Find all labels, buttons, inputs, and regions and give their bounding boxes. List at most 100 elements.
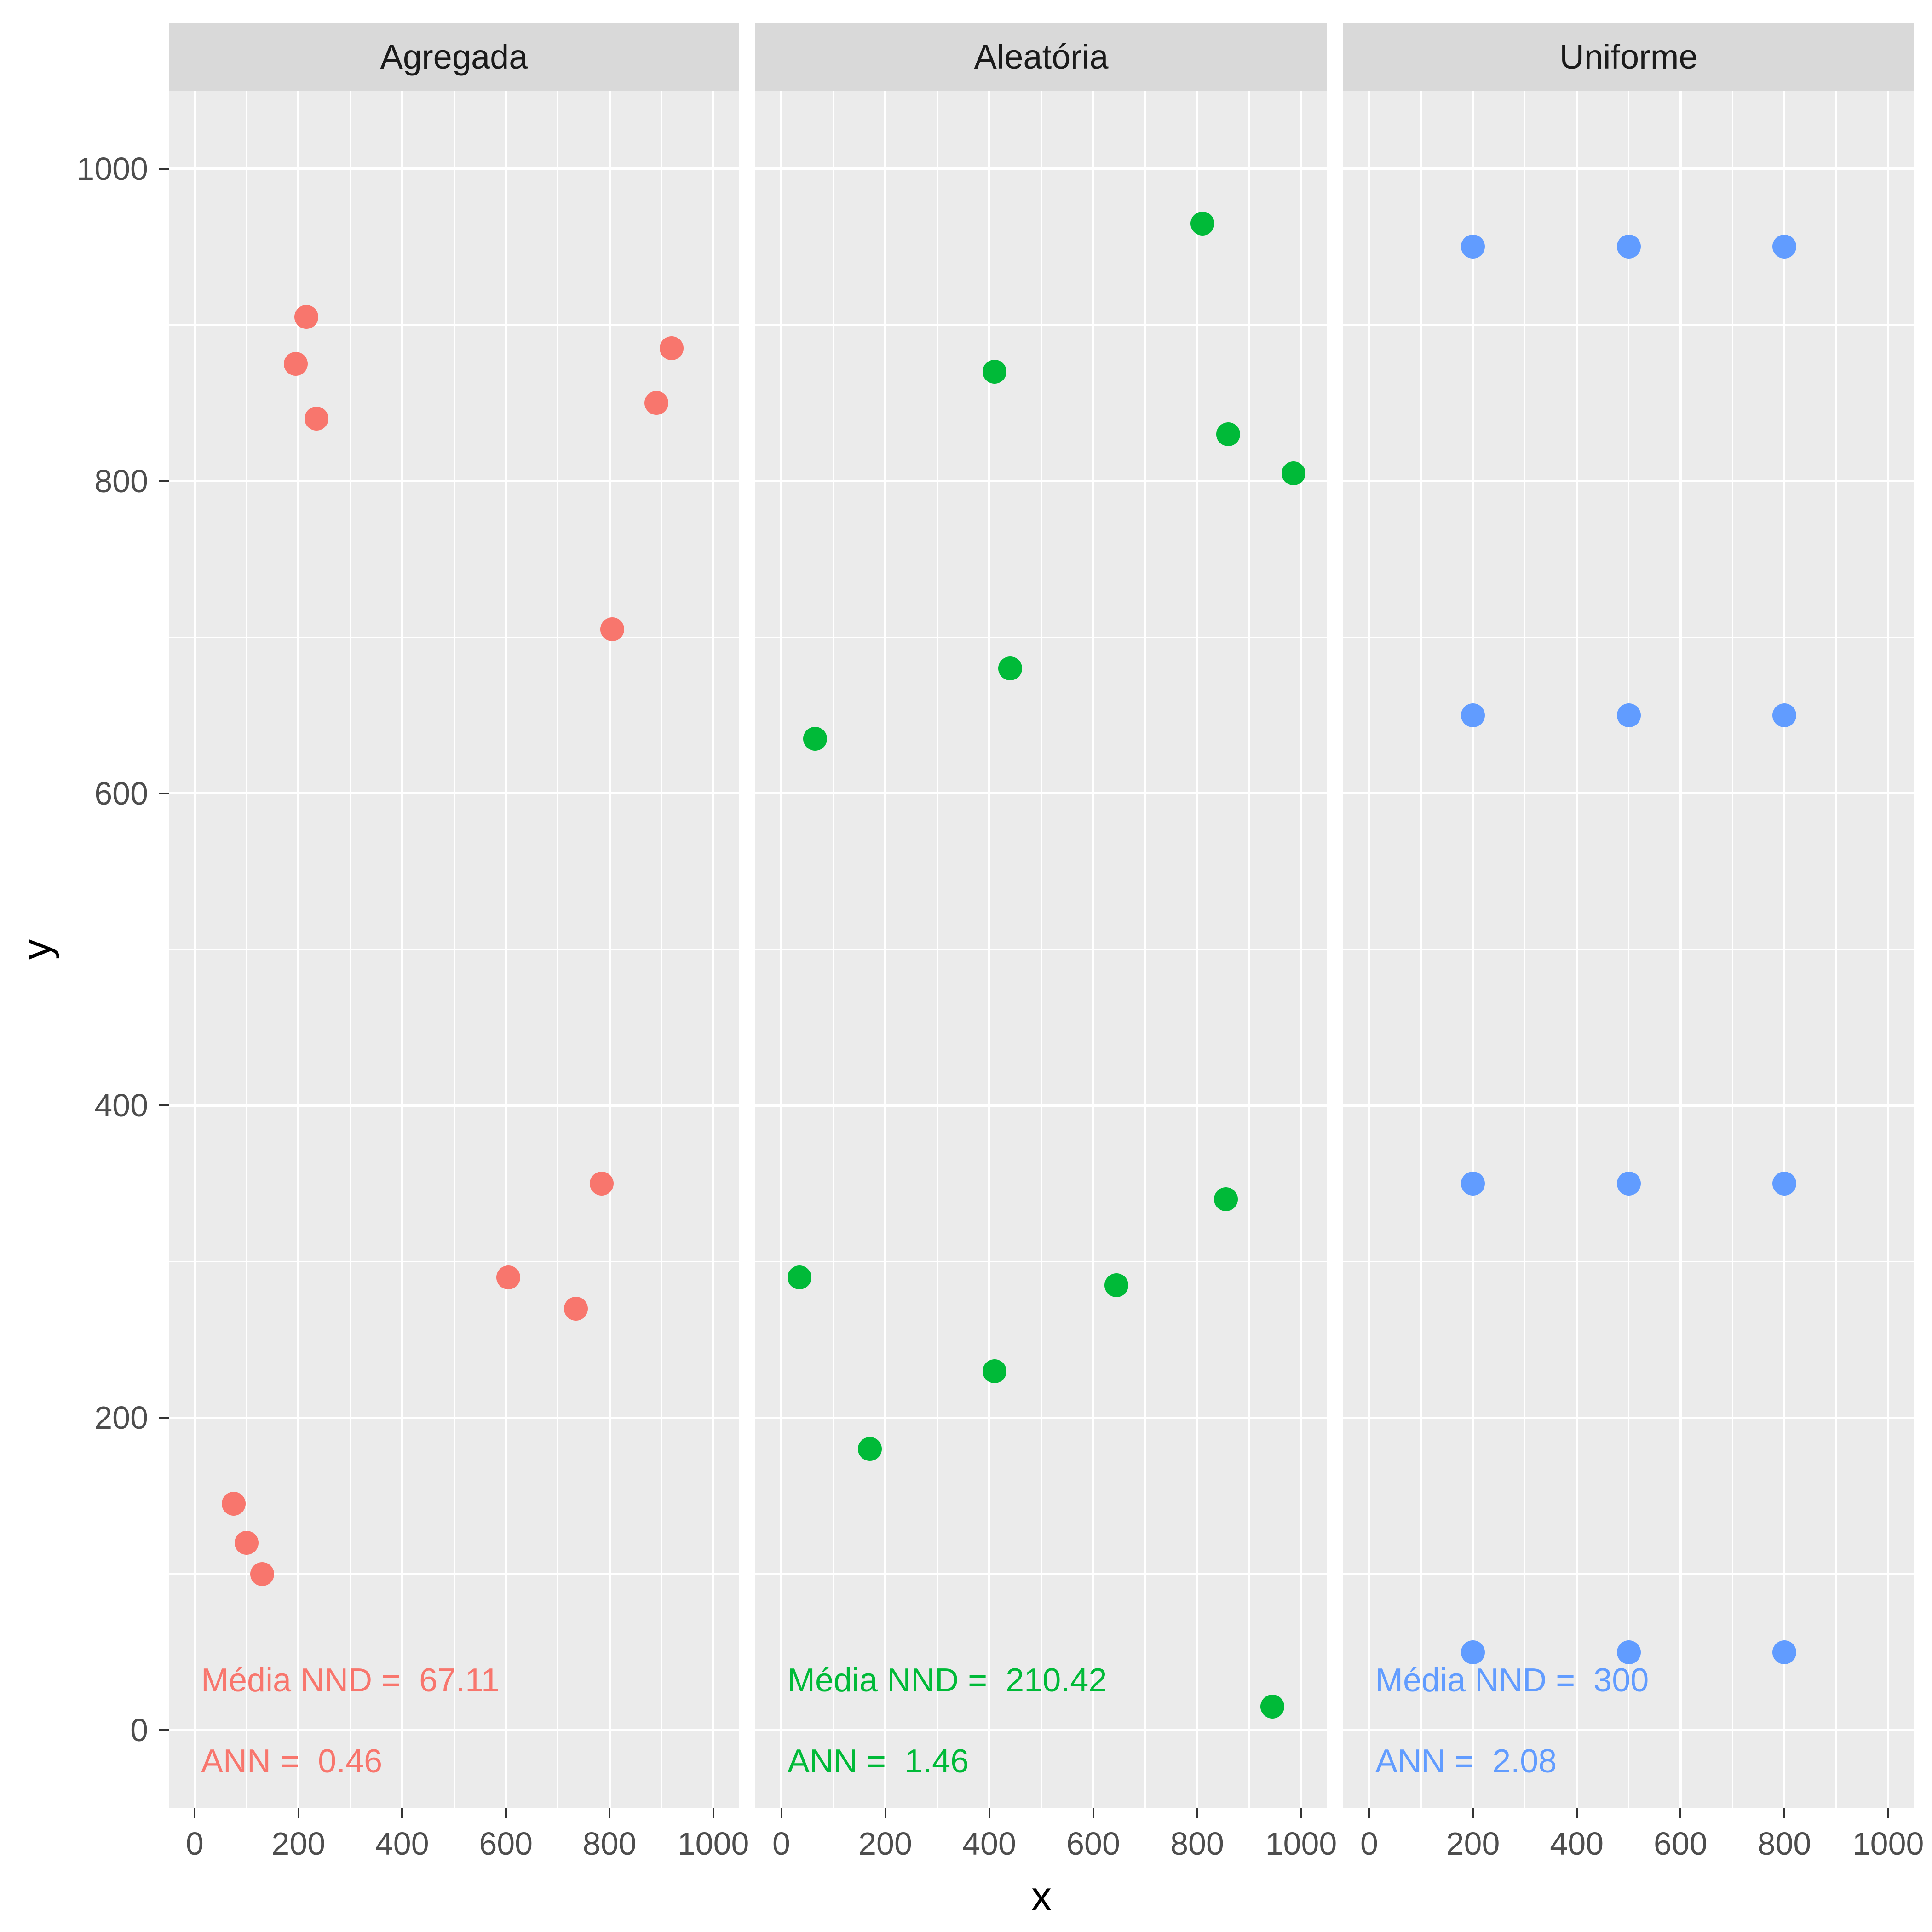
major-gridline-y bbox=[755, 1104, 1327, 1107]
annotation-media-nnd: Média NND = 210.42 bbox=[788, 1662, 1107, 1699]
minor-gridline-x bbox=[1144, 91, 1146, 1808]
data-point bbox=[284, 352, 308, 376]
major-gridline-x bbox=[401, 91, 403, 1808]
x-tick-mark bbox=[297, 1808, 299, 1818]
x-tick-label: 0 bbox=[185, 1826, 204, 1862]
y-axis-title: y bbox=[14, 939, 59, 960]
x-tick-label: 800 bbox=[1170, 1826, 1224, 1862]
x-tick-label: 200 bbox=[858, 1826, 912, 1862]
facet-strip: Aleatória bbox=[755, 23, 1327, 91]
major-gridline-x bbox=[1887, 91, 1890, 1808]
data-point bbox=[998, 656, 1022, 680]
minor-gridline-x bbox=[557, 91, 558, 1808]
data-point bbox=[235, 1530, 259, 1555]
data-point bbox=[496, 1265, 521, 1289]
annotation-ann: ANN = 2.08 bbox=[1375, 1743, 1557, 1780]
y-tick-label: 400 bbox=[94, 1087, 148, 1124]
major-gridline-y bbox=[755, 1729, 1327, 1731]
data-point bbox=[1461, 235, 1485, 259]
y-tick-mark bbox=[159, 792, 169, 794]
minor-gridline-x bbox=[1628, 91, 1629, 1808]
major-gridline-y bbox=[1343, 1104, 1914, 1107]
minor-gridline-x bbox=[1524, 91, 1526, 1808]
x-tick-label: 600 bbox=[479, 1826, 533, 1862]
major-gridline-x bbox=[1679, 91, 1682, 1808]
major-gridline-y bbox=[1343, 1416, 1914, 1419]
facet-strip: Agregada bbox=[169, 23, 739, 91]
major-gridline-x bbox=[712, 91, 715, 1808]
annotation-media-nnd: Média NND = 300 bbox=[1375, 1662, 1649, 1699]
data-point bbox=[1616, 1640, 1641, 1664]
y-tick-label: 600 bbox=[94, 775, 148, 811]
x-tick-label: 600 bbox=[1653, 1826, 1708, 1862]
facet-strip-label: Uniforme bbox=[1559, 38, 1698, 76]
major-gridline-x bbox=[780, 91, 782, 1808]
major-gridline-x bbox=[1472, 91, 1474, 1808]
data-point bbox=[1772, 1640, 1796, 1664]
x-tick-mark bbox=[712, 1808, 714, 1818]
y-tick-label: 1000 bbox=[76, 150, 148, 187]
data-point bbox=[1216, 422, 1241, 446]
minor-gridline-x bbox=[350, 91, 351, 1808]
x-tick-mark bbox=[1196, 1808, 1198, 1818]
data-point bbox=[803, 726, 827, 751]
x-tick-label: 200 bbox=[271, 1826, 326, 1862]
data-point bbox=[590, 1172, 614, 1196]
data-point bbox=[1461, 1640, 1485, 1664]
facet-strip-label: Agregada bbox=[380, 38, 528, 76]
x-tick-mark bbox=[1368, 1808, 1370, 1818]
data-point bbox=[305, 406, 329, 431]
data-point bbox=[1104, 1273, 1129, 1297]
y-tick-label: 0 bbox=[130, 1712, 148, 1748]
x-tick-label: 1000 bbox=[1852, 1826, 1924, 1862]
facet-strip-label: Aleatória bbox=[974, 38, 1109, 76]
data-point bbox=[982, 360, 1006, 384]
data-point bbox=[1461, 1172, 1485, 1196]
data-point bbox=[294, 305, 318, 329]
x-tick-mark bbox=[1576, 1808, 1578, 1818]
x-tick-mark bbox=[988, 1808, 990, 1818]
major-gridline-x bbox=[884, 91, 886, 1808]
x-tick-mark bbox=[1472, 1808, 1474, 1818]
minor-gridline-x bbox=[661, 91, 662, 1808]
x-tick-label: 800 bbox=[1757, 1826, 1811, 1862]
major-gridline-x bbox=[297, 91, 300, 1808]
minor-gridline-x bbox=[1420, 91, 1422, 1808]
data-point bbox=[250, 1562, 274, 1586]
major-gridline-x bbox=[1300, 91, 1302, 1808]
minor-gridline-x bbox=[833, 91, 834, 1808]
major-gridline-y bbox=[1343, 1729, 1914, 1731]
major-gridline-x bbox=[1576, 91, 1578, 1808]
minor-gridline-x bbox=[937, 91, 938, 1808]
x-tick-label: 400 bbox=[375, 1826, 429, 1862]
minor-gridline-x bbox=[1041, 91, 1042, 1808]
annotation-ann: ANN = 0.46 bbox=[201, 1743, 383, 1780]
data-point bbox=[982, 1359, 1006, 1383]
major-gridline-x bbox=[1783, 91, 1786, 1808]
x-tick-label: 400 bbox=[1550, 1826, 1604, 1862]
y-tick-mark bbox=[159, 480, 169, 482]
x-tick-label: 400 bbox=[962, 1826, 1016, 1862]
data-point bbox=[644, 391, 668, 415]
major-gridline-y bbox=[169, 1729, 739, 1731]
major-gridline-x bbox=[608, 91, 611, 1808]
major-gridline-x bbox=[1092, 91, 1094, 1808]
data-point bbox=[1461, 703, 1485, 727]
y-tick-mark bbox=[159, 1104, 169, 1107]
major-gridline-y bbox=[755, 480, 1327, 483]
data-point bbox=[1616, 703, 1641, 727]
major-gridline-y bbox=[169, 1416, 739, 1419]
facet-strip: Uniforme bbox=[1343, 23, 1914, 91]
data-point bbox=[1260, 1695, 1285, 1719]
data-point bbox=[600, 617, 624, 642]
data-point bbox=[564, 1296, 588, 1321]
major-gridline-y bbox=[1343, 792, 1914, 795]
major-gridline-y bbox=[755, 792, 1327, 795]
data-point bbox=[1772, 703, 1796, 727]
major-gridline-x bbox=[193, 91, 196, 1808]
x-tick-mark bbox=[505, 1808, 507, 1818]
x-tick-label: 1000 bbox=[677, 1826, 749, 1862]
y-tick-mark bbox=[159, 1417, 169, 1419]
x-tick-mark bbox=[1679, 1808, 1682, 1818]
x-tick-label: 0 bbox=[772, 1826, 790, 1862]
